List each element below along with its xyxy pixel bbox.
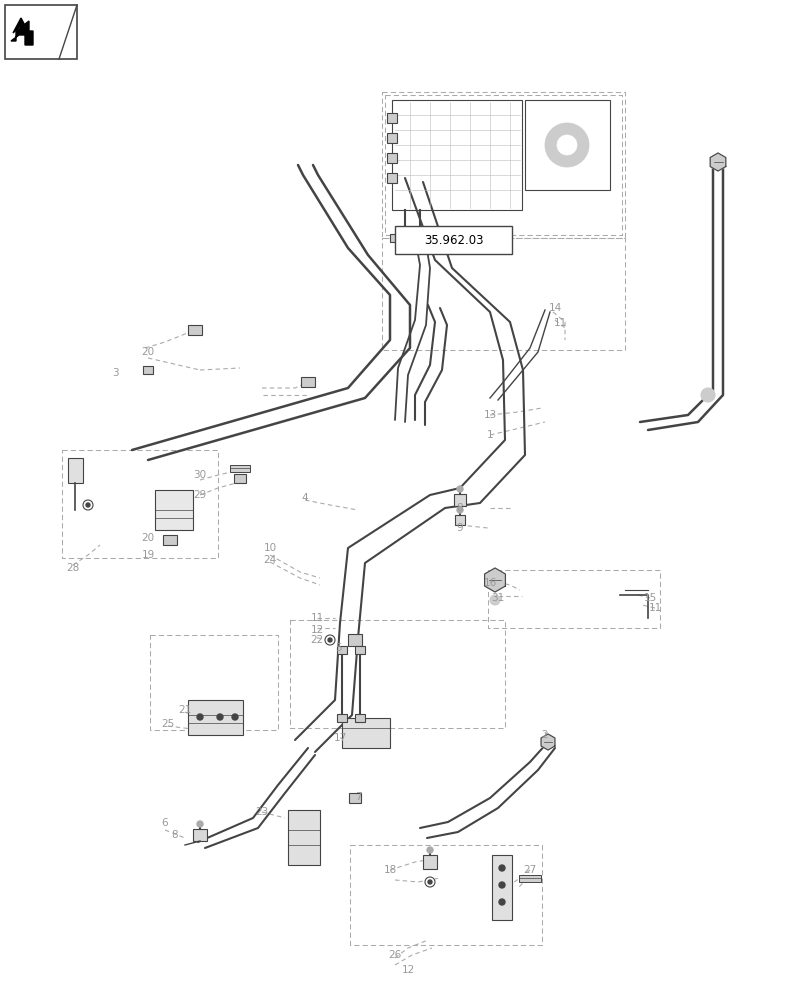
Circle shape <box>490 595 500 605</box>
Circle shape <box>197 821 203 827</box>
Circle shape <box>557 135 577 155</box>
Text: 10: 10 <box>263 543 276 553</box>
Circle shape <box>499 899 505 905</box>
FancyBboxPatch shape <box>387 113 397 123</box>
Circle shape <box>83 500 93 510</box>
Text: 28: 28 <box>66 563 80 573</box>
Circle shape <box>428 880 432 884</box>
Circle shape <box>427 847 433 853</box>
FancyBboxPatch shape <box>188 700 243 735</box>
FancyBboxPatch shape <box>301 377 315 387</box>
FancyBboxPatch shape <box>454 494 466 506</box>
Text: 4: 4 <box>302 493 308 503</box>
Text: 18: 18 <box>384 865 396 875</box>
FancyBboxPatch shape <box>395 226 512 254</box>
Circle shape <box>545 123 589 167</box>
Circle shape <box>325 635 335 645</box>
Text: 20: 20 <box>142 347 154 357</box>
Text: 12: 12 <box>401 965 415 975</box>
Text: 1: 1 <box>486 430 494 440</box>
FancyBboxPatch shape <box>337 714 347 722</box>
FancyBboxPatch shape <box>492 855 512 920</box>
Text: 11: 11 <box>649 603 661 613</box>
Text: 8: 8 <box>457 503 463 513</box>
Text: 21: 21 <box>178 705 192 715</box>
FancyBboxPatch shape <box>392 100 522 210</box>
Text: 31: 31 <box>491 593 505 603</box>
Text: 23: 23 <box>256 807 268 817</box>
Text: 26: 26 <box>388 950 402 960</box>
Circle shape <box>328 638 332 642</box>
FancyBboxPatch shape <box>423 855 437 869</box>
Polygon shape <box>541 734 555 750</box>
Circle shape <box>197 714 203 720</box>
Text: 11: 11 <box>310 613 324 623</box>
Text: 19: 19 <box>142 550 154 560</box>
Text: 30: 30 <box>193 470 207 480</box>
Circle shape <box>535 113 599 177</box>
Circle shape <box>701 388 715 402</box>
Circle shape <box>425 877 435 887</box>
FancyBboxPatch shape <box>387 133 397 143</box>
FancyBboxPatch shape <box>355 646 365 654</box>
FancyBboxPatch shape <box>155 490 193 530</box>
Text: 16: 16 <box>483 578 497 588</box>
Circle shape <box>499 865 505 871</box>
FancyBboxPatch shape <box>403 234 413 242</box>
FancyBboxPatch shape <box>342 718 390 748</box>
FancyBboxPatch shape <box>68 458 83 483</box>
Polygon shape <box>710 153 726 171</box>
FancyBboxPatch shape <box>5 5 77 59</box>
Polygon shape <box>485 568 505 592</box>
Text: 35.962.03: 35.962.03 <box>423 233 483 246</box>
Text: 20: 20 <box>142 533 154 543</box>
Text: 7: 7 <box>355 792 361 802</box>
Polygon shape <box>13 18 29 33</box>
Text: 14: 14 <box>548 303 562 313</box>
Circle shape <box>457 486 463 492</box>
Circle shape <box>232 714 238 720</box>
Text: 22: 22 <box>310 635 324 645</box>
Text: 27: 27 <box>524 865 537 875</box>
FancyBboxPatch shape <box>193 829 207 841</box>
Text: 25: 25 <box>162 719 174 729</box>
Text: 13: 13 <box>483 410 497 420</box>
FancyBboxPatch shape <box>143 366 153 374</box>
Text: 9: 9 <box>457 523 463 533</box>
FancyBboxPatch shape <box>455 515 465 525</box>
Polygon shape <box>11 21 33 45</box>
FancyBboxPatch shape <box>355 714 365 722</box>
FancyBboxPatch shape <box>163 535 177 545</box>
FancyBboxPatch shape <box>234 474 246 483</box>
FancyBboxPatch shape <box>390 234 400 242</box>
Text: 24: 24 <box>263 555 277 565</box>
Text: 29: 29 <box>193 490 207 500</box>
FancyBboxPatch shape <box>337 646 347 654</box>
Text: 5: 5 <box>334 643 341 653</box>
Circle shape <box>217 714 223 720</box>
FancyBboxPatch shape <box>387 153 397 163</box>
FancyBboxPatch shape <box>349 793 361 803</box>
Circle shape <box>499 882 505 888</box>
Text: 2: 2 <box>542 730 548 740</box>
Text: 3: 3 <box>111 368 119 378</box>
Text: 11: 11 <box>553 318 567 328</box>
Text: 6: 6 <box>162 818 168 828</box>
FancyBboxPatch shape <box>230 464 250 472</box>
FancyBboxPatch shape <box>525 100 610 190</box>
Circle shape <box>457 507 463 513</box>
FancyBboxPatch shape <box>288 810 320 865</box>
Text: 12: 12 <box>310 625 324 635</box>
FancyBboxPatch shape <box>188 325 202 335</box>
Circle shape <box>86 503 90 507</box>
Text: 8: 8 <box>172 830 178 840</box>
FancyBboxPatch shape <box>348 634 362 646</box>
Text: 15: 15 <box>643 593 657 603</box>
FancyBboxPatch shape <box>519 874 541 882</box>
Text: 17: 17 <box>334 733 346 743</box>
FancyBboxPatch shape <box>387 173 397 183</box>
